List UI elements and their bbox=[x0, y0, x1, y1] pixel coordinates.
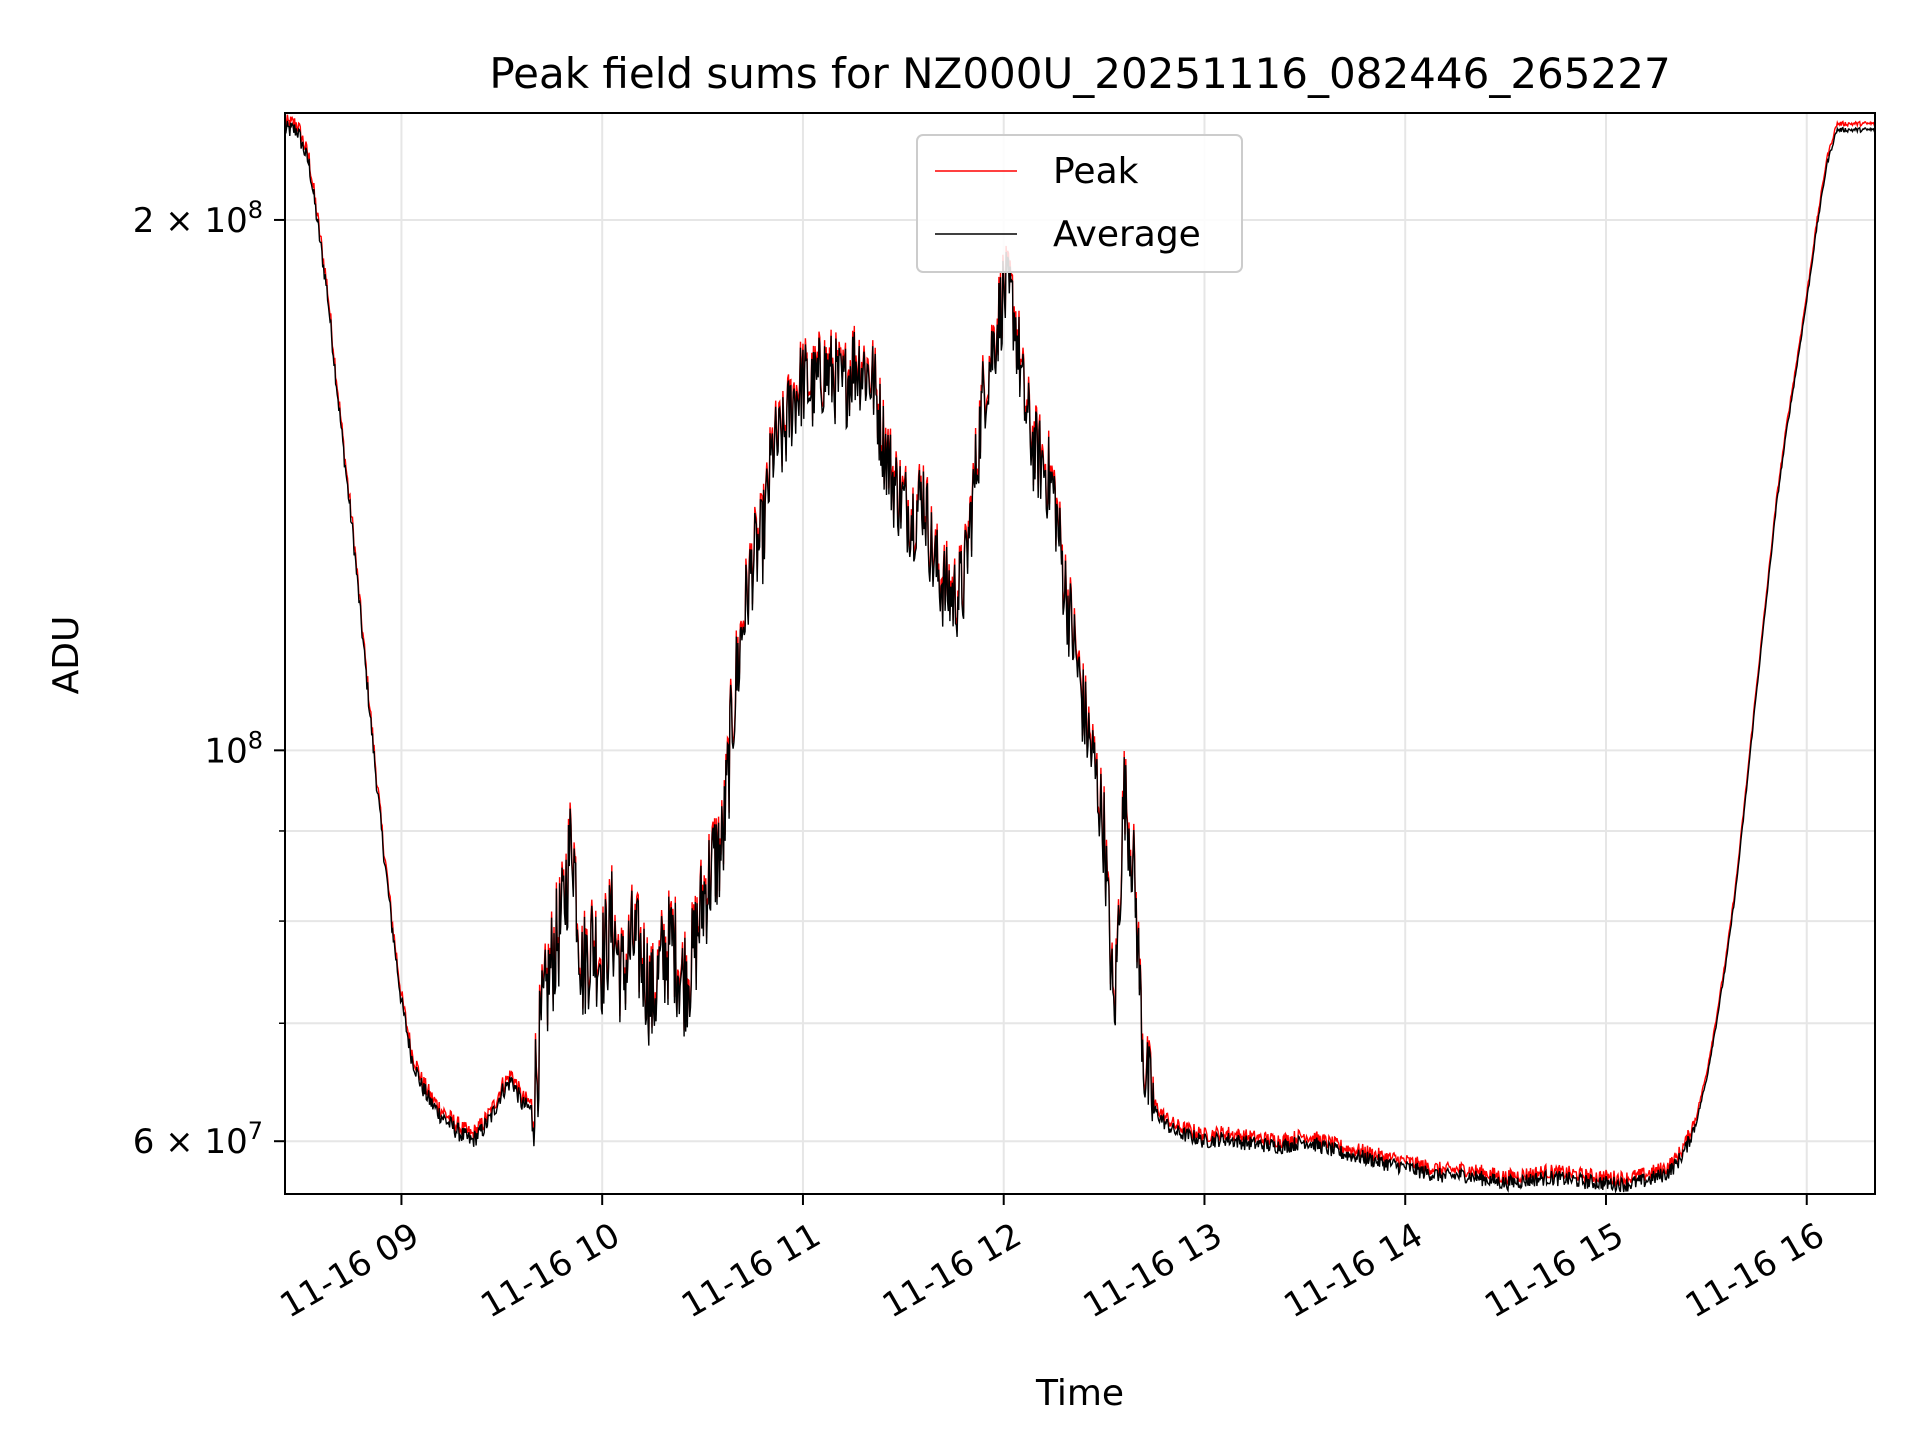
grid-layer bbox=[285, 113, 1875, 1194]
y-ticks: 6 × 107 108 2 × 108 bbox=[133, 196, 285, 1162]
series-layer bbox=[285, 114, 1875, 1194]
x-tick-label: 11-16 12 bbox=[876, 1215, 1028, 1326]
x-ticks: 11-16 09 11-16 10 11-16 11 11-16 12 11-16 13… bbox=[274, 1194, 1831, 1326]
legend-box bbox=[916, 134, 1243, 273]
x-tick-label: 11-16 10 bbox=[474, 1215, 626, 1326]
series-peak-line bbox=[285, 114, 1875, 1188]
y-tick-label: 6 × 107 bbox=[133, 1117, 263, 1162]
legend-label-average: Average bbox=[1053, 214, 1201, 255]
x-tick-label: 11-16 11 bbox=[675, 1215, 827, 1326]
y-tick-label: 2 × 108 bbox=[133, 196, 263, 241]
x-tick-label: 11-16 13 bbox=[1077, 1215, 1229, 1326]
legend: Peak Average bbox=[916, 134, 1243, 273]
chart-title: Peak field sums for NZ000U_20251116_0824… bbox=[489, 49, 1670, 98]
legend-label-peak: Peak bbox=[1053, 151, 1139, 192]
x-tick-label: 11-16 16 bbox=[1679, 1215, 1831, 1326]
series-average-line bbox=[285, 120, 1875, 1194]
plot-frame bbox=[284, 112, 1876, 1195]
x-tick-label: 11-16 09 bbox=[274, 1215, 426, 1326]
y-axis-label: ADU bbox=[46, 616, 87, 695]
x-tick-label: 11-16 14 bbox=[1277, 1215, 1429, 1326]
x-tick-label: 11-16 15 bbox=[1478, 1215, 1630, 1326]
y-tick-label: 108 bbox=[204, 726, 263, 771]
x-axis-label: Time bbox=[1035, 1373, 1124, 1414]
